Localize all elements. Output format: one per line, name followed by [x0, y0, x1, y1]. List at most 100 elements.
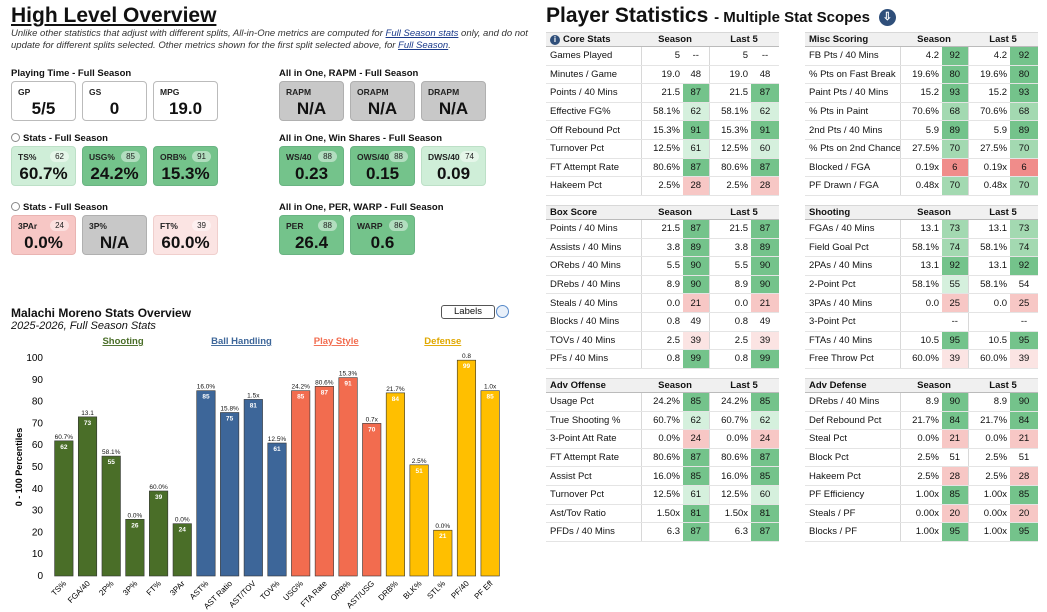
season-value: 12.5%: [640, 485, 683, 505]
perwarp-title: All in One, PER, WARP - Full Season: [279, 202, 444, 213]
season-percentile: 68: [942, 102, 969, 122]
bar-stat-label: 1.5x: [247, 392, 260, 399]
table-row: Minutes / Game 19.0 48 19.0 48: [546, 65, 780, 85]
labels-button[interactable]: Labels: [441, 305, 495, 319]
bar-stat-label: 0.0%: [435, 523, 450, 530]
rapm-value: N/A: [296, 99, 327, 118]
overview-title: High Level Overview: [11, 4, 217, 27]
last5-value: 2.5%: [708, 176, 752, 196]
last5-value: 58.1%: [967, 238, 1011, 258]
full-season-stats-link[interactable]: Full Season stats: [385, 28, 459, 39]
table-row: Field Goal Pct 58.1% 74 58.1% 74: [805, 238, 1039, 258]
table-title-text: Shooting: [809, 207, 851, 218]
season-value: 0.8: [640, 349, 683, 369]
last5-percentile: 89: [1010, 120, 1039, 140]
season-percentile: 95: [942, 331, 969, 351]
bar-percentile-label: 85: [297, 394, 305, 401]
last5-percentile: 84: [1010, 411, 1039, 431]
season-percentile: 39: [683, 331, 710, 351]
bar-percentile-label: 62: [60, 444, 68, 451]
stat-name: Blocks / PF: [805, 522, 900, 542]
3p-label: 3P%: [89, 221, 107, 231]
table-row: Paint Pts / 40 Mins 15.2 93 15.2 93: [805, 83, 1039, 103]
last5-percentile: 28: [751, 176, 780, 196]
season-value: 21.7%: [899, 411, 942, 431]
table-title: i Core Stats: [546, 32, 641, 47]
stats-title-2-text: Stats - Full Season: [23, 202, 108, 213]
bar-percentile-label: 87: [321, 389, 329, 396]
last5-percentile: 73: [1010, 219, 1039, 239]
last5-percentile: 81: [751, 504, 780, 524]
drapm-value: N/A: [438, 99, 469, 118]
radio-icon[interactable]: [11, 133, 20, 142]
table-row: Def Rebound Pct 21.7% 84 21.7% 84: [805, 411, 1039, 431]
season-percentile: 24: [683, 429, 710, 449]
table-row: 3PAs / 40 Mins 0.0 25 0.0 25: [805, 293, 1039, 313]
bar: [267, 442, 287, 577]
last5-value: 19.6%: [967, 65, 1011, 85]
stat-name: Off Rebound Pct: [546, 120, 641, 140]
bar-stat-label: 15.3%: [339, 371, 358, 378]
stat-name: Points / 40 Mins: [546, 219, 641, 239]
x-tick-label: AST%: [188, 579, 210, 601]
download-icon[interactable]: ⇩: [878, 9, 896, 26]
table-title-text: Box Score: [550, 207, 597, 218]
last5-value: 13.1: [967, 219, 1011, 239]
bar-percentile-label: 73: [84, 420, 92, 427]
last5-percentile: 74: [1010, 238, 1039, 258]
stat-name: FT Attempt Rate: [546, 448, 641, 468]
last5-header: Last 5: [968, 32, 1039, 47]
playing-time-title: Playing Time - Full Season: [11, 68, 132, 79]
y-tick-label: 80: [32, 397, 44, 408]
bar-stat-label: 2.5%: [412, 458, 427, 465]
ft-value: 60.0%: [161, 233, 210, 252]
labels-toggle[interactable]: [496, 305, 509, 318]
bar: [385, 392, 405, 577]
season-percentile: 85: [942, 485, 969, 505]
radio-icon[interactable]: [11, 202, 20, 211]
ts-value: 60.7%: [19, 164, 68, 183]
season-percentile: 90: [683, 275, 710, 295]
orapm-card: ORAPM N/A: [350, 81, 415, 121]
last5-value: 21.5: [708, 219, 752, 239]
bar: [338, 377, 358, 577]
bar-stat-label: 0.7x: [366, 416, 379, 423]
table-row: 2PAs / 40 Mins 13.1 92 13.1 92: [805, 256, 1039, 276]
last5-value: 16.0%: [708, 466, 752, 486]
last5-value: 58.1%: [708, 102, 752, 122]
last5-value: 70.6%: [967, 102, 1011, 122]
info-icon[interactable]: i: [550, 35, 560, 45]
last5-percentile: 39: [751, 331, 780, 351]
table-row: FT Attempt Rate 80.6% 87 80.6% 87: [546, 158, 780, 178]
table-row: FGAs / 40 Mins 13.1 73 13.1 73: [805, 219, 1039, 239]
season-percentile: 80: [942, 65, 969, 85]
ft-pct: 39: [192, 220, 211, 231]
last5-value: 80.6%: [708, 448, 752, 468]
per-label: PER: [286, 221, 304, 231]
table-row: FB Pts / 40 Mins 4.2 92 4.2 92: [805, 46, 1039, 66]
table-title: Adv Offense: [546, 378, 641, 393]
player-stats-title-text: Player Statistics: [546, 4, 709, 27]
season-value: 1.50x: [640, 504, 683, 524]
last5-percentile: 28: [1010, 466, 1039, 486]
y-tick-label: 20: [32, 527, 44, 538]
season-value: 19.0: [640, 65, 683, 85]
ows40-value: 0.15: [365, 164, 400, 183]
ows40-card: OWS/40 88 0.15: [350, 146, 415, 186]
last5-percentile: 24: [751, 429, 780, 449]
last5-header: Last 5: [968, 205, 1039, 220]
season-value: 15.2: [899, 83, 942, 103]
bar-percentile-label: 21: [439, 533, 447, 540]
season-percentile: 85: [683, 392, 710, 412]
x-tick-label: STL%: [425, 579, 447, 601]
season-percentile: 74: [942, 238, 969, 258]
full-season-link[interactable]: Full Season: [398, 40, 449, 51]
season-value: 0.0: [640, 293, 683, 313]
stat-name: True Shooting %: [546, 411, 641, 431]
y-tick-label: 50: [32, 462, 44, 473]
y-tick-label: 90: [32, 375, 44, 386]
3par-label: 3PAr: [18, 221, 38, 231]
season-value: 2.5%: [899, 466, 942, 486]
stat-name: 2-Point Pct: [805, 275, 900, 295]
x-tick-label: 3P%: [121, 579, 139, 597]
